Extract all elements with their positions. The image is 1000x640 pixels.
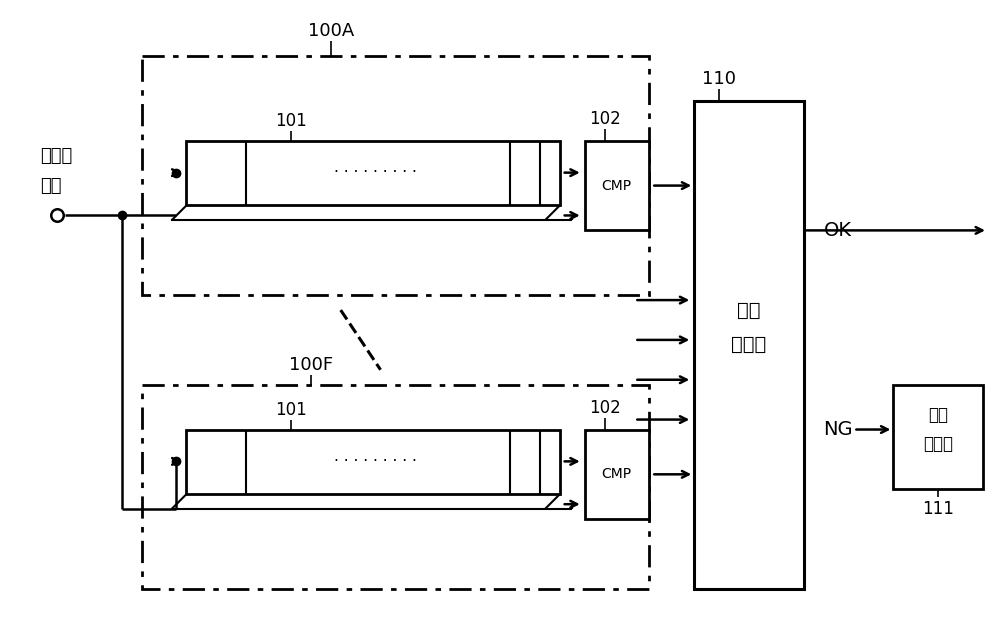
- Text: 异常: 异常: [928, 406, 948, 424]
- Text: 数据: 数据: [40, 177, 62, 195]
- Bar: [186, 429, 560, 494]
- Text: 101: 101: [275, 401, 307, 419]
- Text: 电流值: 电流值: [40, 147, 72, 164]
- Bar: [585, 429, 649, 519]
- Bar: [585, 141, 649, 230]
- Text: 102: 102: [589, 110, 620, 128]
- Bar: [142, 56, 649, 295]
- Text: 100F: 100F: [289, 356, 333, 374]
- Bar: [186, 141, 560, 205]
- Text: OK: OK: [824, 221, 852, 240]
- Text: 处理部: 处理部: [923, 435, 953, 454]
- Text: 100A: 100A: [308, 22, 354, 40]
- Bar: [694, 101, 804, 589]
- Bar: [142, 385, 649, 589]
- Text: 102: 102: [589, 399, 620, 417]
- Text: 111: 111: [922, 500, 954, 518]
- Bar: [893, 385, 983, 489]
- Text: 101: 101: [275, 112, 307, 130]
- Text: · · · · · · · · ·: · · · · · · · · ·: [334, 165, 417, 180]
- Text: · · · · · · · · ·: · · · · · · · · ·: [334, 454, 417, 469]
- Text: 110: 110: [702, 70, 736, 88]
- Text: CMP: CMP: [601, 179, 632, 193]
- Text: CMP: CMP: [601, 467, 632, 481]
- Text: NG: NG: [824, 420, 853, 439]
- Text: 判定部: 判定部: [731, 335, 767, 355]
- Text: 断线: 断线: [737, 301, 761, 319]
